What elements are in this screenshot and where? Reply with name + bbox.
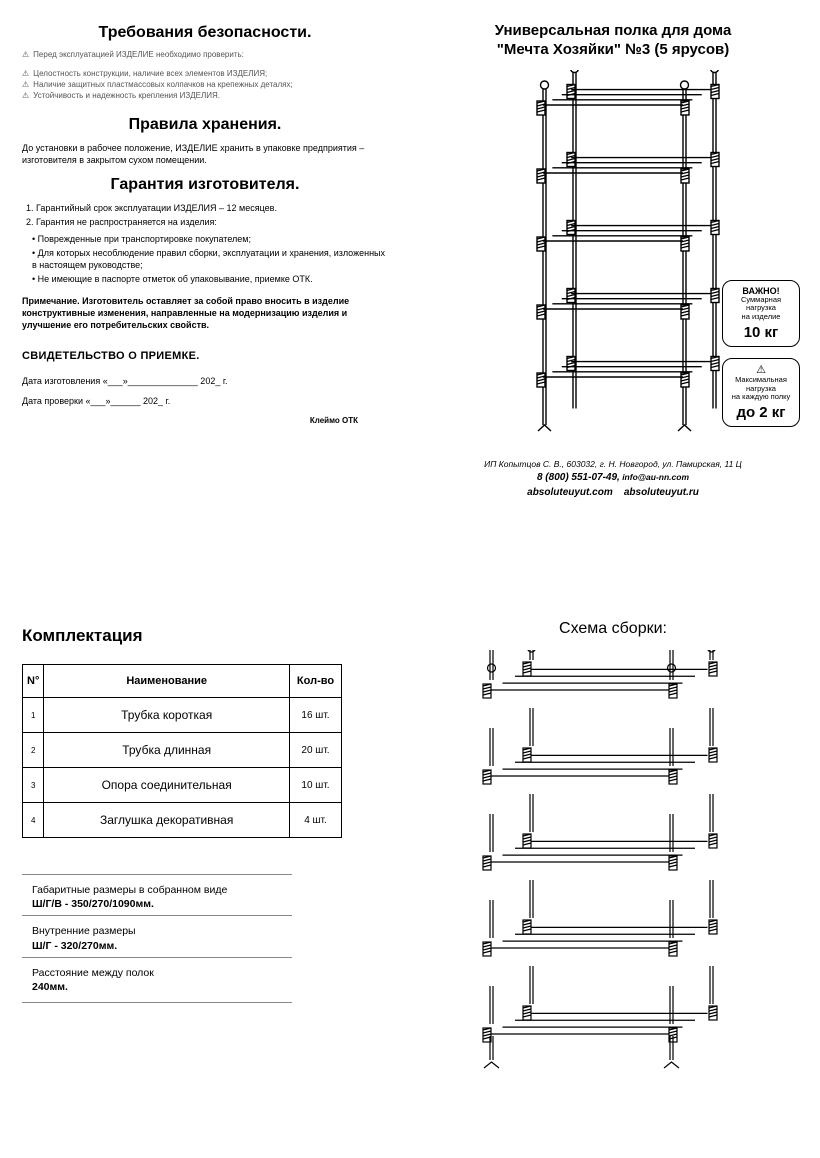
address: ИП Копытцов С. В., 603032, г. Н. Новгоро… <box>420 458 806 471</box>
dimensions: Габаритные размеры в собранном виде Ш/Г/… <box>22 874 292 1003</box>
badge-maxload: ⚠ Максимальная нагрузка на каждую полку … <box>722 358 800 428</box>
table-row: 1Трубка короткая16 шт. <box>23 698 342 733</box>
websites: absoluteuyut.com absoluteuyut.ru <box>420 485 806 500</box>
parts-column: Комплектация N° Наименование Кол-во 1Тру… <box>10 608 400 1148</box>
safety-item: ⚠Устойчивость и надежность крепления ИЗД… <box>22 91 388 100</box>
warranty-sublist: Поврежденные при транспортировке покупат… <box>22 233 388 286</box>
table-row: 4Заглушка декоративная4 шт. <box>23 803 342 838</box>
shelf-diagram: ВАЖНО! Суммарная нагрузка на изделие 10 … <box>420 70 806 440</box>
col-qty: Кол-во <box>290 665 342 698</box>
table-row: 3Опора соединительная10 шт. <box>23 768 342 803</box>
warning-icon: ⚠ <box>22 50 29 59</box>
shelf-svg <box>493 70 733 440</box>
product-title: Универсальная полка для дома "Мечта Хозя… <box>420 22 806 60</box>
product-column: Универсальная полка для дома "Мечта Хозя… <box>408 10 818 600</box>
parts-table: N° Наименование Кол-во 1Трубка короткая1… <box>22 664 342 838</box>
warning-icon: ⚠ <box>22 80 29 89</box>
safety-column: Требования безопасности. ⚠ Перед эксплуа… <box>10 10 400 600</box>
safety-intro: ⚠ Перед эксплуатацией ИЗДЕЛИЕ необходимо… <box>22 50 388 59</box>
table-header-row: N° Наименование Кол-во <box>23 665 342 698</box>
assembly-column: Схема сборки: <box>408 608 818 1148</box>
badge-important: ВАЖНО! Суммарная нагрузка на изделие 10 … <box>722 280 800 347</box>
safety-item: ⚠Наличие защитных пластмассовых колпачко… <box>22 80 388 89</box>
storage-text: До установки в рабочее положение, ИЗДЕЛИ… <box>22 142 388 166</box>
safety-title: Требования безопасности. <box>22 24 388 42</box>
assembly-svg <box>420 650 780 1120</box>
warranty-title: Гарантия изготовителя. <box>22 176 388 194</box>
contacts: ИП Копытцов С. В., 603032, г. Н. Новгоро… <box>420 458 806 501</box>
warning-icon: ⚠ <box>22 69 29 78</box>
warning-icon: ⚠ <box>22 91 29 100</box>
table-row: 2Трубка длинная20 шт. <box>23 733 342 768</box>
col-name: Наименование <box>44 665 290 698</box>
assembly-title: Схема сборки: <box>420 620 806 638</box>
otk-stamp: Клеймо ОТК <box>22 416 388 425</box>
phone-email: 8 (800) 551-07-49, info@au-nn.com <box>420 470 806 485</box>
dim-spacing: Расстояние между полок 240мм. <box>22 957 292 1003</box>
date-made: Дата изготовления «___»______________ 20… <box>22 376 388 386</box>
dim-overall: Габаритные размеры в собранном виде Ш/Г/… <box>22 874 292 915</box>
date-checked: Дата проверки «___»______ 202_ г. <box>22 396 388 406</box>
warranty-note: Примечание. Изготовитель оставляет за со… <box>22 295 388 331</box>
warranty-list: Гарантийный срок эксплуатации ИЗДЕЛИЯ – … <box>22 202 388 228</box>
storage-title: Правила хранения. <box>22 116 388 134</box>
acceptance-title: СВИДЕТЕЛЬСТВО О ПРИЕМКЕ. <box>22 350 388 362</box>
safety-item: ⚠Целостность конструкции, наличие всех э… <box>22 69 388 78</box>
dim-inner: Внутренние размеры Ш/Г - 320/270мм. <box>22 915 292 956</box>
parts-title: Комплектация <box>22 626 388 646</box>
col-number: N° <box>23 665 44 698</box>
